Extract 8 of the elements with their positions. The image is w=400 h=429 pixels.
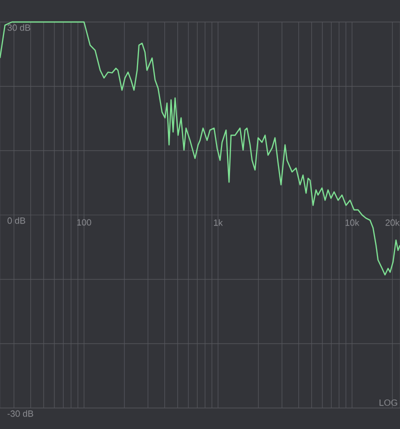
y-tick-label: -30 dB [8,410,34,417]
y-tick-label: 30 dB [8,24,30,31]
x-tick-label: 20k [386,219,400,226]
annotation: LOG [380,399,398,406]
x-tick-label: 100 [77,219,92,226]
y-tick-label: 0 dB [8,217,26,224]
x-tick-label: 1k [214,219,223,226]
x-tick-label: 10k [346,219,360,226]
